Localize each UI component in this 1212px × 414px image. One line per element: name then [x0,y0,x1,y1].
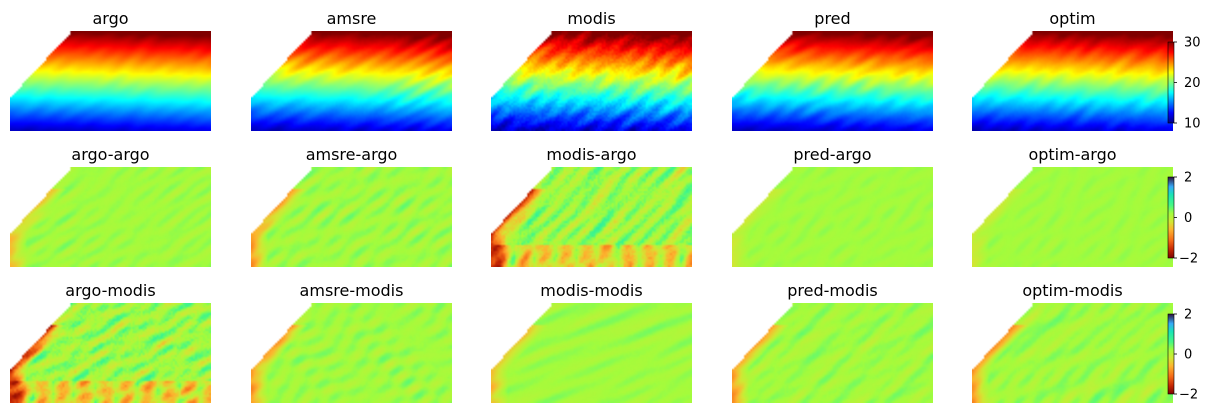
panel-modis: modis [491,9,692,131]
panel-optim-modis: optim-modis [972,281,1173,403]
panel-argo-modis: argo-modis [10,281,211,403]
panel-heatmap [972,167,1173,267]
colorbars-layer: 10 20 30 −2 0 2 −2 0 2 [1167,36,1201,403]
panel-title: amsre-argo [306,145,398,164]
panel-heatmap [972,31,1173,131]
panel-modis-modis: modis-modis [491,281,692,403]
panel-pred-argo: pred-argo [732,145,933,267]
panel-title: optim-argo [1028,145,1116,164]
colorbar-row-3: −2 0 2 [1167,308,1198,403]
panel-title: pred [814,9,850,28]
colorbar-tick-label: 2 [1184,171,1192,186]
panel-pred-modis: pred-modis [732,281,933,403]
panel-modis-argo: modis-argo [491,145,692,267]
panel-heatmap [251,31,452,131]
panel-title: amsre-modis [300,281,404,300]
panel-title: argo-argo [71,145,149,164]
panel-pred: pred [732,9,933,131]
panel-heatmap [972,303,1173,403]
panel-title: argo-modis [65,281,155,300]
panel-heatmap [251,303,452,403]
colorbar-gradient [1167,176,1175,259]
panel-title: optim-modis [1022,281,1122,300]
panel-title: modis [567,9,615,28]
panel-heatmap [491,31,692,131]
colorbar-tick-label: 0 [1184,348,1192,363]
colorbar-tick-label: 0 [1184,211,1192,226]
panel-title: pred-argo [793,145,871,164]
panel-heatmap [10,303,211,403]
panel-argo: argo [10,9,211,131]
colorbar-gradient [1167,313,1175,395]
panel-heatmap [732,303,933,403]
panel-amsre-modis: amsre-modis [251,281,452,403]
panel-heatmap [732,167,933,267]
panel-title: modis-modis [540,281,642,300]
panel-amsre-argo: amsre-argo [251,145,452,267]
panel-title: optim [1049,9,1095,28]
panel-optim: optim [972,9,1173,131]
colorbar-tick-label: 2 [1184,308,1192,323]
colorbar-tick-label: 20 [1184,76,1201,91]
panel-title: amsre [327,9,377,28]
panel-optim-argo: optim-argo [972,145,1173,267]
colorbar-tick-label: 10 [1184,117,1201,132]
panel-heatmap [491,167,692,267]
colorbar-row-1: 10 20 30 [1167,36,1201,132]
panel-heatmap [10,167,211,267]
colorbar-tick-label: −2 [1179,388,1198,403]
colorbar-tick-label: −2 [1179,252,1198,267]
panel-title: modis-argo [546,145,636,164]
panel-title: pred-modis [787,281,877,300]
panels-layer: argo amsre modis pred optim argo-argo amsre-ar… [10,9,1173,403]
panel-heatmap [491,303,692,403]
panel-heatmap [10,31,211,131]
panel-heatmap [251,167,452,267]
panel-argo-argo: argo-argo [10,145,211,267]
colorbar-row-2: −2 0 2 [1167,171,1198,267]
panel-title: argo [92,9,128,28]
panel-heatmap [732,31,933,131]
panel-amsre: amsre [251,9,452,131]
colorbar-gradient [1167,41,1175,124]
colorbar-tick-label: 30 [1184,36,1201,51]
